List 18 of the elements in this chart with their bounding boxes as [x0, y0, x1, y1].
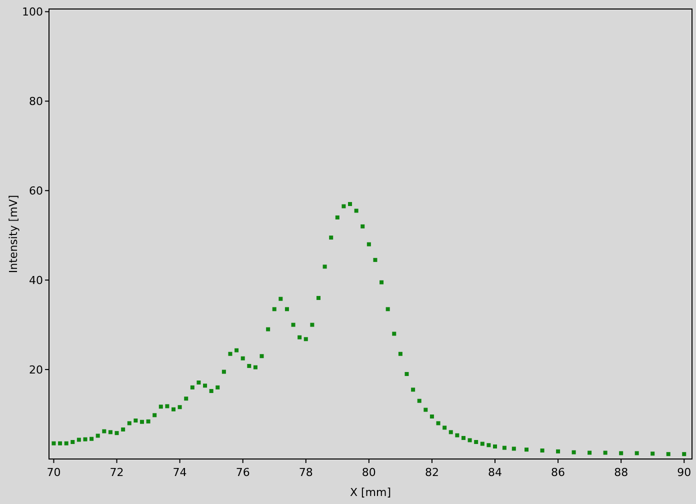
x-tick-label: 76 — [236, 466, 250, 479]
y-tick-label: 80 — [29, 95, 43, 108]
x-tick-label: 70 — [46, 466, 61, 479]
x-tick-label: 72 — [110, 466, 124, 479]
x-tick-label: 86 — [551, 466, 566, 479]
x-tick-label: 78 — [298, 466, 313, 479]
x-tick-label: 80 — [362, 466, 376, 479]
y-tick-label: 20 — [29, 364, 43, 377]
x-tick-label: 82 — [424, 466, 439, 479]
x-tick-label: 88 — [614, 466, 628, 479]
x-tick-label: 84 — [488, 466, 502, 479]
y-tick-label: 60 — [29, 184, 43, 198]
y-axis-title: Intensity [mV] — [7, 194, 20, 274]
y-tick-label: 100 — [22, 6, 43, 19]
x-tick-label: 90 — [677, 466, 692, 479]
y-tick-label: 40 — [29, 274, 43, 288]
x-axis-title: X [mm] — [350, 486, 392, 499]
x-tick-label: 74 — [172, 466, 187, 479]
